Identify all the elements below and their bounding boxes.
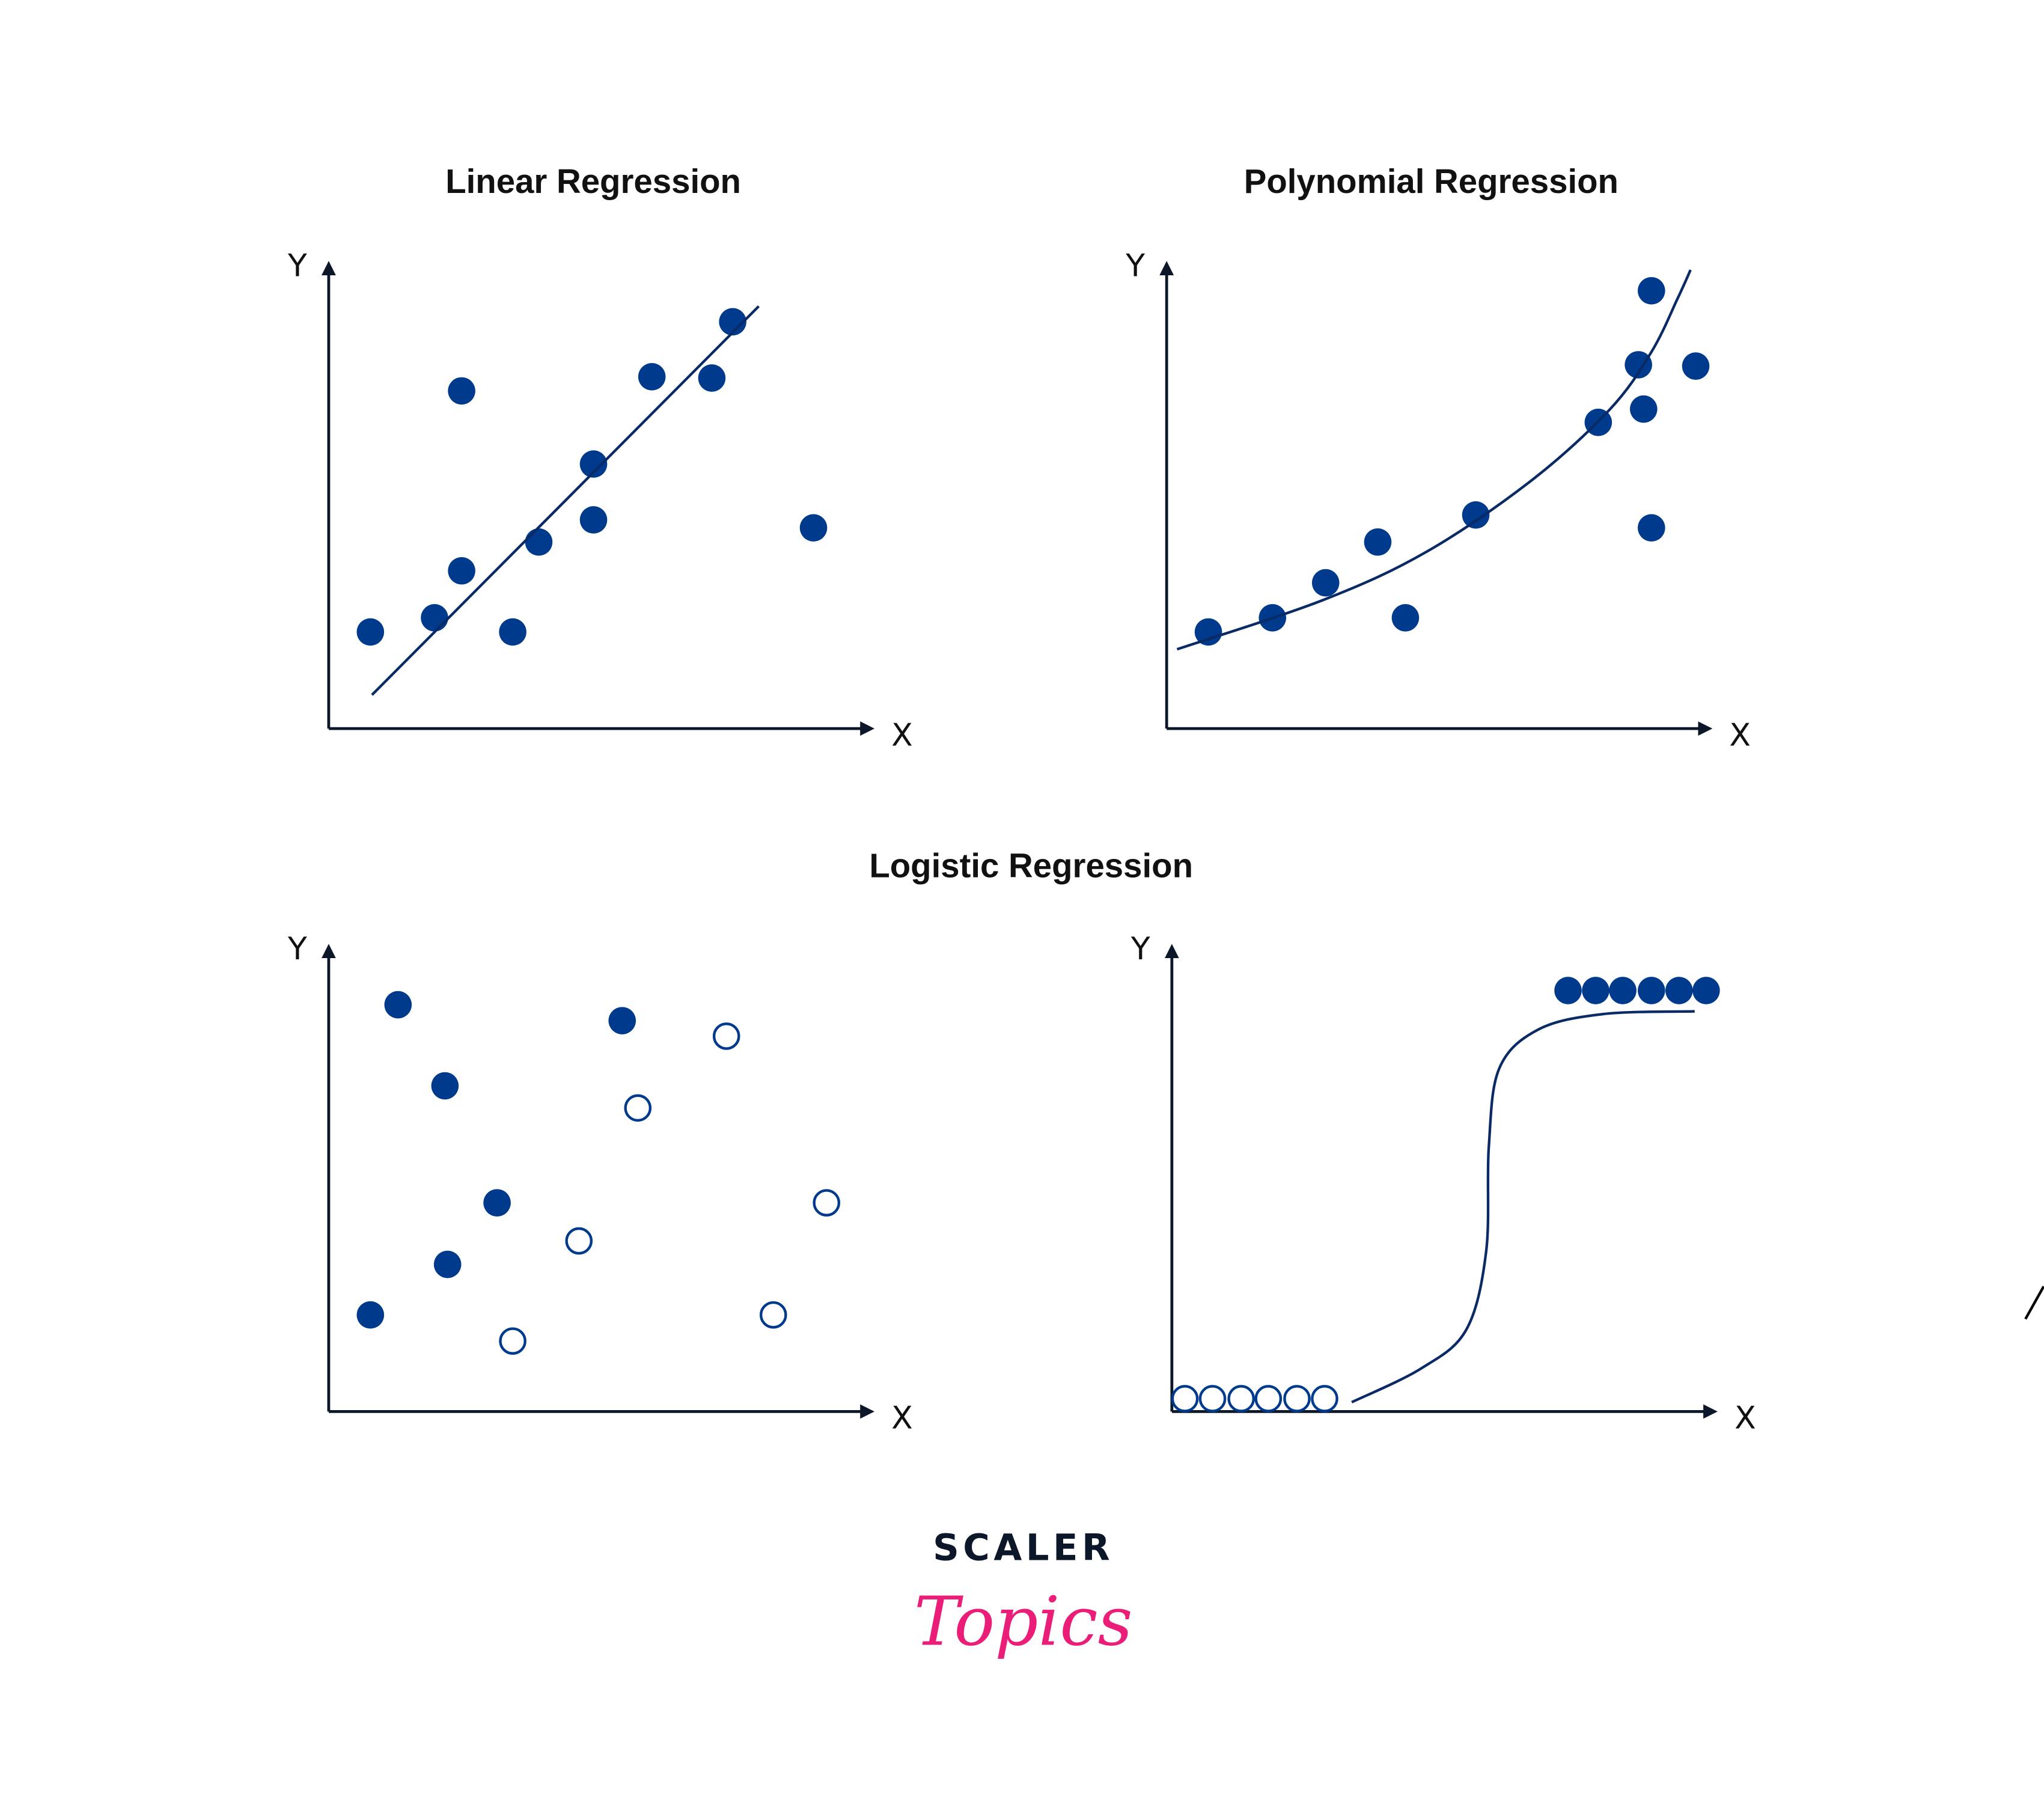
hollow-data-point [624,1094,652,1122]
y-axis-label: Y [287,931,307,967]
filled-data-point [499,618,526,646]
filled-data-point [448,557,475,585]
title-linear-regression: Linear Regression [445,162,741,200]
filled-data-point [1638,514,1665,542]
filled-data-point [579,450,608,478]
x-axis-label: X [891,1400,913,1437]
hollow-data-point [1254,1385,1283,1413]
filled-data-point [1682,352,1710,380]
filled-data-point [1638,977,1665,1004]
filled-data-point [1311,569,1340,597]
filled-data-point [1582,977,1609,1004]
hollow-data-point [813,1189,841,1217]
regression-line [371,305,760,696]
filled-data-point [356,1301,385,1329]
scaler-topics-logo: SCALER Topics [914,1527,1133,1661]
hollow-data-point [1311,1385,1338,1413]
edge-stroke [2024,1286,2044,1320]
filled-data-point [525,528,553,556]
hollow-data-point [1227,1385,1255,1413]
title-polynomial-regression: Polynomial Regression [1244,162,1618,200]
x-axis-label: X [1734,1400,1756,1437]
x-axis-label: X [891,717,913,753]
filled-data-point [384,991,412,1019]
filled-data-point [1364,528,1392,556]
regression-curve [1176,269,1692,651]
hollow-data-point [499,1327,526,1355]
y-axis-label: Y [1125,248,1145,284]
filled-data-point [483,1189,511,1217]
title-logistic-regression: Logistic Regression [869,846,1193,884]
hollow-data-point [1198,1385,1227,1413]
hollow-data-point [565,1227,593,1255]
filled-data-point [719,308,746,336]
hollow-data-point [712,1022,740,1050]
hollow-data-point [1283,1385,1311,1413]
filled-data-point [433,1250,462,1278]
panel-4: XY [1130,931,1756,1437]
filled-data-point [431,1072,459,1100]
filled-data-point [1554,977,1582,1004]
y-axis-label: Y [1130,931,1150,967]
y-axis-label: Y [287,248,307,284]
filled-data-point [356,618,385,646]
filled-data-point [1625,351,1652,379]
filled-data-point [421,604,448,632]
filled-data-point [1462,501,1490,529]
filled-data-point [608,1007,636,1034]
filled-data-point [1194,618,1222,646]
panel-3: XY [287,931,913,1437]
filled-data-point [448,377,475,405]
panel-2: XY [1125,248,1751,754]
filled-data-point [638,362,666,391]
filled-data-point [698,364,726,392]
filled-data-point [1665,977,1693,1004]
filled-data-point [1692,977,1720,1004]
hollow-data-point [760,1301,787,1329]
x-axis-label: X [1729,717,1751,753]
filled-data-point [1630,395,1658,423]
filled-data-point [1609,977,1637,1004]
panel-1: XY [287,248,913,754]
filled-data-point [1638,276,1665,305]
logo-scaler-text: SCALER [933,1527,1114,1569]
filled-data-point [799,514,828,542]
logo-topics-text: Topics [914,1581,1133,1661]
regression-curve [1351,1010,1695,1404]
filled-data-point [579,506,608,534]
hollow-data-point [1171,1385,1199,1413]
filled-data-point [1391,604,1420,632]
